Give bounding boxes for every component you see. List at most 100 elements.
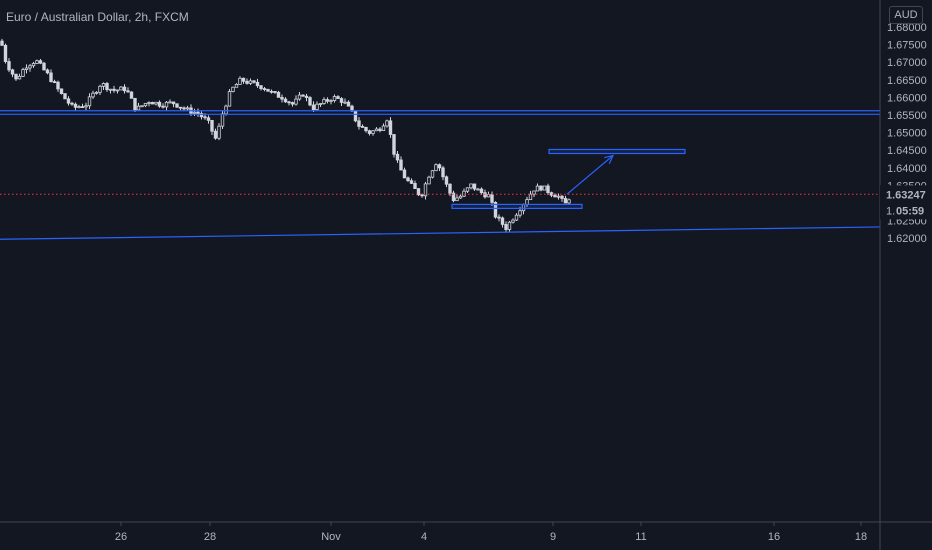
candle-body — [500, 217, 505, 225]
candle-body — [427, 176, 431, 185]
time-tick-label: 16 — [768, 531, 780, 543]
candle-body — [21, 69, 25, 77]
candle-body — [231, 86, 235, 92]
time-tick-label: 18 — [855, 531, 867, 543]
candle-body — [304, 95, 309, 98]
time-tick-label: 26 — [115, 531, 127, 543]
price-tag-background — [880, 185, 932, 220]
candle-body — [115, 89, 120, 92]
candle-body — [343, 101, 347, 104]
candle-body — [315, 103, 319, 111]
candle-body — [140, 105, 144, 108]
candle-body — [469, 183, 473, 189]
candle-body — [192, 111, 197, 114]
candle-body — [423, 183, 428, 197]
price-axis[interactable]: 1.68000 1.67500 1.67000 1.66500 1.66000 1.655… — [887, 22, 927, 245]
candle-body — [252, 80, 256, 83]
candle-body — [31, 63, 36, 67]
candle-body — [210, 119, 214, 132]
candle-body — [451, 192, 456, 202]
price-tick-label: 1.64500 — [887, 145, 927, 157]
candle-body — [402, 169, 407, 179]
candle-body — [448, 183, 452, 194]
candle-body — [486, 194, 491, 198]
candle-body — [297, 94, 302, 100]
candle-body — [413, 182, 417, 190]
candle-body — [171, 101, 176, 105]
drawing-layer[interactable] — [0, 110, 881, 240]
candle-body — [49, 72, 53, 82]
candle-body — [273, 91, 277, 93]
candle-body — [367, 130, 372, 134]
candle-body — [283, 98, 288, 103]
candle-body — [371, 130, 375, 134]
candle-body — [511, 219, 515, 223]
ascending-trendline[interactable] — [0, 226, 881, 240]
candle-body — [556, 195, 561, 198]
candle-body — [409, 180, 414, 184]
candle-body — [269, 90, 274, 93]
candle-body — [0, 40, 4, 46]
candle-body — [94, 91, 99, 94]
candle-body — [325, 99, 330, 102]
time-tick-label: 9 — [550, 531, 556, 543]
candle-body — [3, 44, 8, 62]
candle-body — [444, 176, 449, 185]
candle-body — [546, 185, 550, 194]
candle-body — [287, 101, 291, 104]
candle-countdown-label: 05:59 — [896, 205, 924, 217]
candle-body — [329, 100, 333, 102]
candle-body — [346, 101, 351, 107]
candle-body — [374, 128, 379, 132]
candle-body — [490, 194, 494, 203]
candle-body — [255, 81, 260, 87]
candle-body — [458, 195, 463, 199]
candle-body — [567, 199, 571, 204]
candle-body — [42, 62, 46, 71]
candle-body — [262, 88, 267, 90]
candle-body — [70, 102, 74, 105]
candle-body — [514, 214, 519, 221]
time-axis[interactable]: 26 28 Nov 4 9 11 16 18 — [115, 522, 867, 543]
candle-body — [301, 94, 305, 97]
time-tick-label: 11 — [635, 531, 646, 543]
candle-body — [378, 128, 382, 131]
candle-body — [290, 102, 295, 105]
candle-body — [259, 85, 263, 89]
candle-body — [154, 101, 158, 105]
candle-body — [199, 113, 204, 118]
candle-body — [294, 98, 298, 105]
candle-body — [59, 88, 64, 95]
candle-body — [395, 153, 400, 161]
candle-body — [56, 81, 60, 90]
candle-body — [479, 188, 484, 194]
candle-body — [45, 69, 50, 74]
price-tick-label: 1.67000 — [887, 57, 927, 69]
candle-body — [476, 188, 480, 191]
candle-body — [430, 170, 435, 178]
candle-body — [105, 83, 109, 91]
candle-body — [14, 73, 18, 80]
symbol-title: Euro / Australian Dollar, 2h, FXCM — [6, 10, 189, 24]
candle-body — [175, 103, 179, 108]
candle-body — [7, 61, 11, 71]
currency-badge[interactable]: AUD — [889, 6, 923, 24]
candle-body — [80, 106, 85, 109]
current-price-label: 1.63247 — [886, 189, 926, 201]
candle-body — [213, 130, 218, 139]
candle-body — [112, 88, 116, 91]
candle-body — [17, 75, 22, 80]
candle-body — [77, 106, 81, 109]
candle-body — [497, 216, 501, 219]
candle-body — [392, 134, 396, 155]
target-zone-rectangle[interactable] — [548, 148, 686, 155]
candle-body — [518, 210, 522, 216]
candle-body — [245, 80, 249, 84]
price-tick-label: 1.67500 — [887, 40, 927, 52]
candle-body — [136, 105, 141, 111]
entry-zone-rectangle[interactable] — [451, 203, 583, 210]
candle-body — [38, 60, 43, 64]
projection-arrow-line[interactable] — [566, 155, 614, 195]
time-tick-label: 4 — [421, 531, 427, 543]
